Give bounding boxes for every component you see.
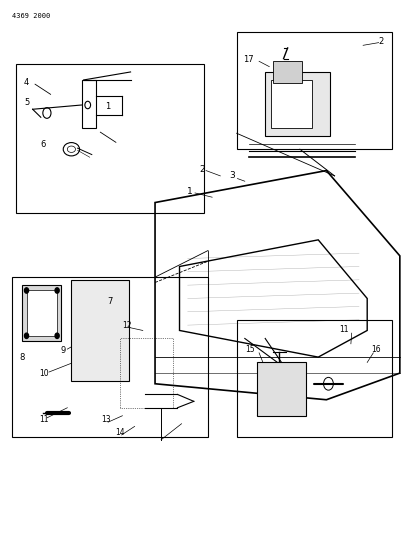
Text: 3: 3	[230, 172, 235, 180]
Circle shape	[24, 288, 29, 293]
Text: 13: 13	[101, 415, 111, 424]
Bar	[237, 320, 392, 437]
Bar	[16, 64, 204, 213]
Text: 10: 10	[39, 369, 49, 377]
Bar	[265, 72, 330, 136]
Bar	[271, 80, 312, 128]
Text: 7: 7	[107, 297, 113, 305]
Text: 11: 11	[39, 415, 49, 424]
Bar	[257, 362, 306, 416]
Circle shape	[55, 288, 59, 293]
Text: 2: 2	[379, 37, 384, 46]
Circle shape	[24, 333, 29, 338]
Bar	[27, 290, 57, 336]
Text: 15: 15	[245, 345, 255, 354]
Text: 11: 11	[339, 326, 348, 334]
Text: 5: 5	[24, 98, 29, 107]
Text: 14: 14	[115, 429, 125, 437]
Text: 4369 2000: 4369 2000	[12, 13, 51, 19]
Bar	[120, 338, 173, 408]
Text: 6: 6	[40, 141, 46, 149]
Text: 17: 17	[244, 55, 254, 64]
Text: 4: 4	[24, 78, 29, 87]
Bar	[273, 61, 302, 83]
Text: 16: 16	[371, 345, 381, 354]
Text: 1: 1	[106, 102, 111, 111]
Bar	[71, 280, 129, 381]
Text: 9: 9	[61, 346, 66, 355]
Text: 2: 2	[199, 165, 205, 174]
Text: 8: 8	[19, 353, 25, 361]
Text: 1: 1	[187, 188, 193, 196]
Bar	[12, 277, 208, 437]
Bar	[22, 285, 61, 341]
Text: 12: 12	[122, 321, 131, 329]
Circle shape	[55, 333, 59, 338]
Bar	[237, 32, 392, 149]
